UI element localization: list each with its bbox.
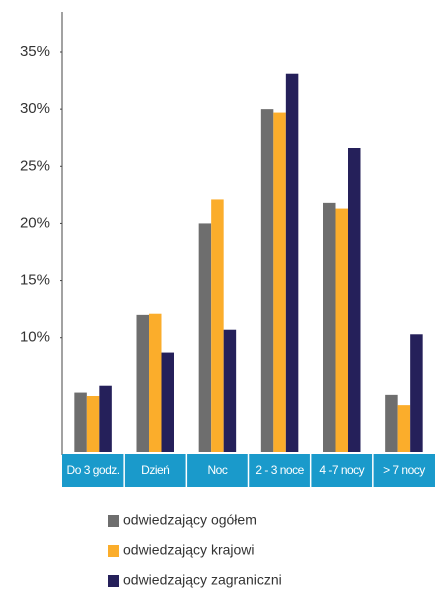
category-band (124, 454, 187, 487)
bar (273, 112, 286, 453)
bar (161, 352, 174, 452)
x-tick-label: 2 - 3 noce (255, 463, 304, 477)
x-tick-label: Do 3 godz. (67, 463, 120, 477)
x-tick-label: > 7 nocy (383, 463, 425, 477)
category-band (62, 454, 125, 487)
bar (149, 313, 162, 452)
y-tick-label: 25% (20, 157, 50, 174)
bar (260, 109, 274, 453)
legend-label: odwiedzający krajowi (123, 542, 255, 558)
bar (385, 394, 398, 452)
bar (335, 208, 348, 452)
legend-label: odwiedzający zagraniczni (123, 572, 282, 588)
y-tick-label: 20% (20, 214, 50, 231)
x-tick-label: Noc (207, 463, 227, 477)
bar (348, 148, 361, 452)
category-band (186, 454, 249, 487)
bar (99, 385, 112, 452)
y-tick-label: 10% (20, 329, 50, 346)
legend-swatch (108, 515, 119, 527)
category-band (310, 454, 373, 487)
bar (223, 329, 237, 452)
category-band (248, 454, 311, 487)
bar (285, 73, 299, 452)
bar (86, 396, 100, 452)
legend-swatch (108, 545, 119, 557)
y-tick-label: 15% (20, 272, 50, 289)
bar (198, 223, 212, 452)
x-tick-label: 4 -7 nocy (319, 463, 364, 477)
legend-label: odwiedzający ogółem (123, 512, 257, 528)
legend-swatch (108, 575, 119, 587)
bar (410, 334, 423, 452)
y-tick-label: 35% (20, 43, 50, 60)
bar (397, 405, 411, 452)
bar (74, 392, 87, 452)
category-band (372, 454, 435, 487)
bar (136, 314, 149, 452)
y-tick-label: 30% (20, 100, 50, 117)
bar (211, 199, 224, 452)
x-tick-label: Dzień (141, 463, 169, 477)
bar (323, 202, 336, 452)
